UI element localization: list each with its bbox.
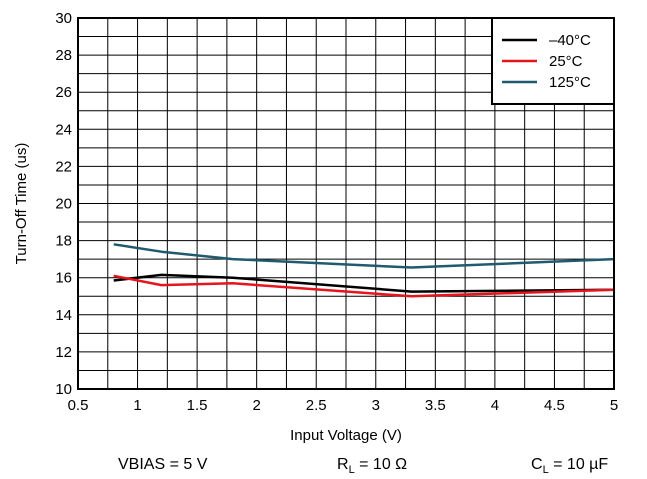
y-tick-label: 10 [55, 381, 72, 398]
legend: –40°C 25°C 125°C [491, 17, 615, 105]
caption-rl-subscript: L [348, 464, 355, 477]
series-lines [113, 243, 615, 298]
x-tick-label: 1.5 [187, 397, 208, 414]
series-line [113, 273, 615, 293]
x-tick-label: 2 [252, 397, 260, 414]
caption-cl-subscript: L [542, 464, 549, 477]
caption-load-capacitance: CL = 10 µF [531, 456, 608, 476]
caption-cl-prefix: C [531, 456, 543, 473]
series-line [113, 274, 615, 298]
x-tick-label: 1 [133, 397, 141, 414]
y-tick-label: 20 [55, 196, 72, 213]
x-tick-label: 3 [372, 397, 380, 414]
y-tick-label: 18 [55, 233, 72, 250]
y-tick-label: 26 [55, 84, 72, 101]
y-tick-label: 16 [55, 270, 72, 287]
caption-load-resistance: RL = 10 Ω [337, 456, 407, 476]
y-tick-label: 22 [55, 158, 72, 175]
x-tick-label: 3.5 [425, 397, 446, 414]
caption-cl-value: = 10 µF [548, 456, 609, 473]
x-tick-label: 5 [610, 397, 618, 414]
x-axis-label: Input Voltage (V) [290, 427, 402, 444]
x-tick-label: 0.5 [68, 397, 89, 414]
caption-rl-prefix: R [337, 456, 349, 473]
y-tick-label: 24 [55, 121, 72, 138]
y-tick-label: 14 [55, 307, 72, 324]
x-tick-label: 2.5 [306, 397, 327, 414]
plot-frame [77, 17, 615, 390]
caption-rl-value: = 10 Ω [354, 456, 408, 473]
x-tick-label: 4.5 [544, 397, 565, 414]
tick-labels: 0.5 1 1.5 2 2.5 3 3.5 4 4.5 5 10 12 14 16 18 20 22 24 26 28… [55, 10, 618, 414]
series-line [113, 243, 615, 269]
y-tick-label: 12 [55, 344, 72, 361]
grid-lines [78, 18, 614, 389]
y-tick-label: 30 [55, 10, 72, 27]
x-tick-label: 4 [491, 397, 499, 414]
legend-label: 125°C [549, 74, 591, 91]
legend-label: 25°C [549, 53, 583, 70]
y-axis-label: Turn-Off Time (us) [13, 143, 30, 265]
caption-vbias: VBIAS = 5 V [118, 456, 208, 473]
y-tick-label: 28 [55, 47, 72, 64]
legend-label: –40°C [549, 32, 591, 49]
